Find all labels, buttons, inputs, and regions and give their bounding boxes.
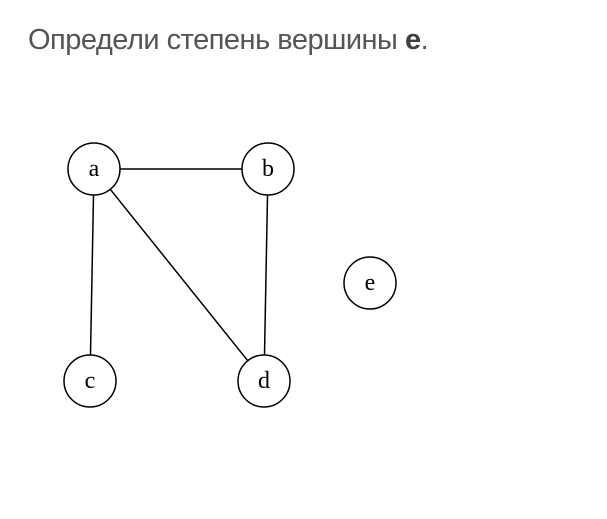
edge-a-d [110, 189, 247, 360]
node-label-d: d [258, 368, 270, 394]
node-label-b: b [262, 156, 274, 182]
graph-diagram: a b c d e [28, 113, 408, 423]
edge-b-d [264, 195, 267, 355]
node-label-e: e [365, 270, 376, 296]
question-suffix: . [421, 24, 429, 56]
question-text: Определи степень вершины e. [28, 24, 579, 57]
graph-svg: a b c d e [28, 113, 408, 423]
question-prefix: Определи степень вершины [28, 24, 405, 56]
node-label-a: a [89, 156, 100, 182]
node-label-c: c [85, 368, 96, 394]
edge-a-c [90, 195, 93, 355]
page-container: Определи степень вершины e. a b c d e [0, 0, 607, 447]
question-bold-vertex: e [405, 24, 421, 56]
